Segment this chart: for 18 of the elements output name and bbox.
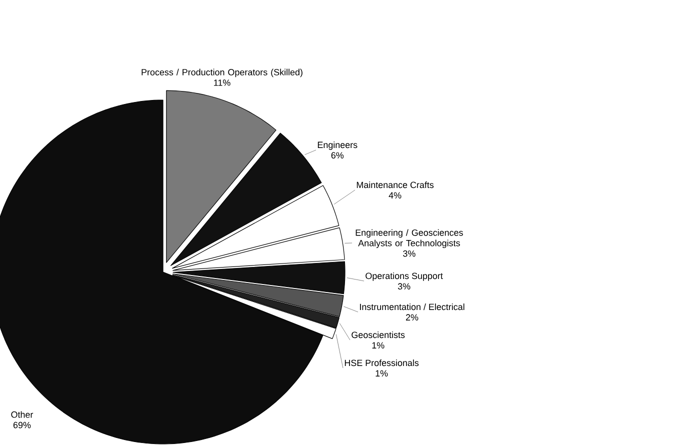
slice-label: Maintenance Crafts bbox=[356, 181, 434, 188]
slice-label: HSE Professionals bbox=[344, 359, 419, 366]
slice-label: Other bbox=[11, 411, 34, 418]
data-label: 6% bbox=[331, 152, 344, 159]
data-label: 4% bbox=[388, 192, 402, 198]
slice-label: Geoscientists bbox=[352, 331, 405, 338]
data-label: 3% bbox=[398, 283, 410, 290]
data-label: 1% bbox=[376, 370, 388, 376]
slice-label: Operations Support bbox=[366, 272, 443, 281]
data-label: 3% bbox=[403, 250, 416, 257]
data-label: 2% bbox=[406, 314, 418, 320]
slice-label: Instrumentation / Electrical bbox=[360, 303, 464, 310]
data-label: 1% bbox=[372, 342, 384, 348]
data-label: 69% bbox=[13, 422, 31, 428]
slice-label: Process / Production Operators (Skilled) bbox=[142, 68, 302, 78]
slice-label: Engineering / Geosciences Analysts or Technologists bbox=[356, 229, 463, 248]
slice-label: Engineers bbox=[318, 141, 358, 150]
data-label: 11% bbox=[214, 80, 230, 86]
